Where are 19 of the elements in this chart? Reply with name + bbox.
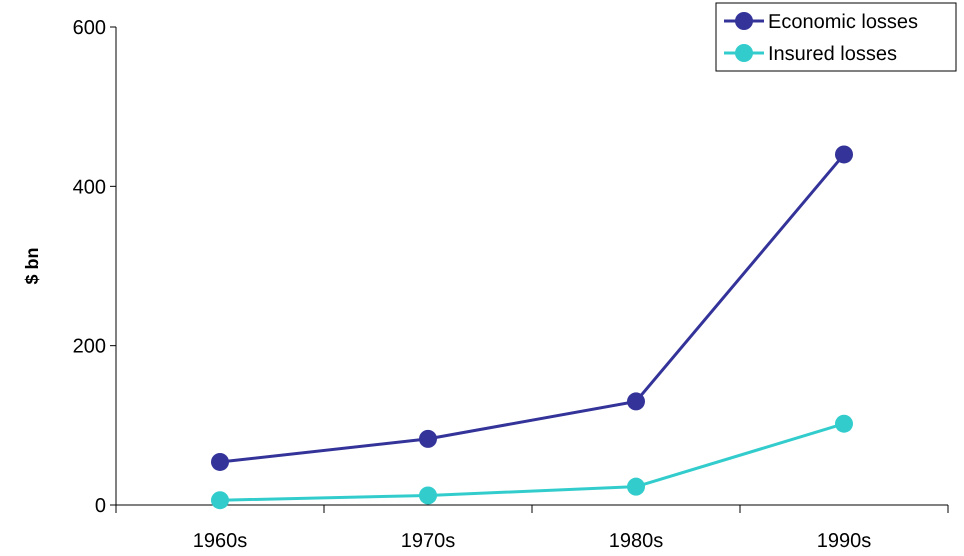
- point: [211, 452, 229, 471]
- point: [211, 491, 229, 510]
- legend-label: Insured losses: [768, 43, 897, 65]
- point: [835, 145, 853, 164]
- y-axis-title: $ bn: [22, 247, 42, 285]
- legend-label: Economic losses: [768, 11, 918, 33]
- y-tick-label: 400: [72, 176, 106, 198]
- point: [835, 414, 853, 433]
- x-tick-label: 1960s: [192, 530, 248, 552]
- point: [627, 478, 645, 496]
- y-tick-label: 0: [94, 495, 106, 517]
- y-tick-label: 600: [72, 17, 106, 39]
- point: [419, 486, 437, 504]
- x-tick-label: 1980s: [608, 530, 664, 552]
- x-tick-label: 1970s: [400, 530, 456, 552]
- y-tick-label: 200: [72, 336, 106, 358]
- point: [419, 430, 437, 448]
- point: [627, 392, 645, 410]
- x-tick-label: 1990s: [816, 530, 872, 552]
